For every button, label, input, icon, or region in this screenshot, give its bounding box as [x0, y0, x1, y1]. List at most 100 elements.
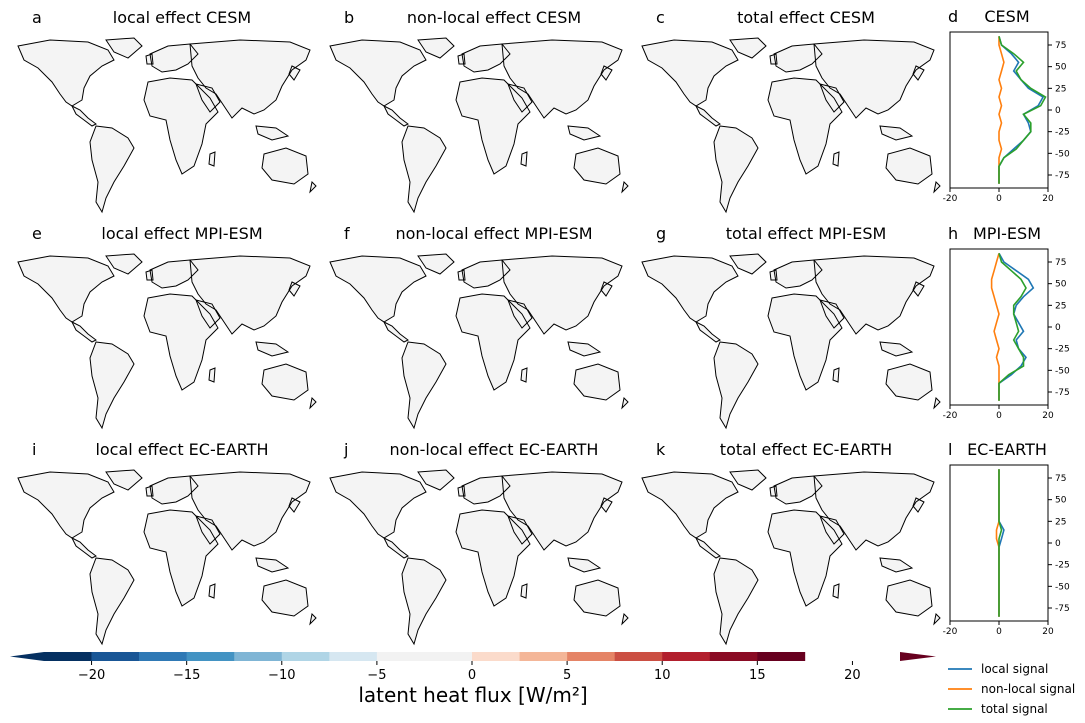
stipple-dot — [39, 255, 41, 257]
stipple-dot — [42, 390, 44, 392]
stipple-dot — [292, 300, 294, 302]
stipple-dot — [219, 179, 221, 181]
stipple-dot — [194, 39, 196, 41]
stipple-dot — [666, 114, 668, 116]
stipple-dot — [232, 380, 234, 382]
stipple-dot — [374, 174, 376, 176]
stipple-dot — [207, 184, 209, 186]
stipple-dot — [584, 184, 586, 186]
stipple-dot — [307, 124, 309, 126]
stipple-dot — [394, 144, 396, 146]
stipple-dot — [401, 395, 403, 397]
stipple-dot — [99, 335, 101, 337]
stipple-dot — [84, 355, 86, 357]
stipple-dot — [526, 179, 528, 181]
stipple-dot — [539, 174, 541, 176]
stipple-dot — [294, 139, 296, 141]
stipple-dot — [18, 340, 19, 342]
stipple-dot — [192, 184, 194, 186]
stipple-dot — [117, 184, 119, 186]
stipple-dot — [653, 39, 655, 41]
stipple-dot — [414, 300, 416, 302]
stipple-dot — [19, 99, 21, 101]
stipple-dot — [102, 44, 104, 46]
stipple-dot — [916, 94, 918, 96]
stipple-dot — [144, 275, 146, 277]
stipple-dot — [94, 119, 96, 121]
stipple-dot — [99, 305, 101, 307]
stipple-dot — [134, 375, 136, 377]
stipple-dot — [114, 315, 116, 317]
stipple-dot — [371, 395, 373, 397]
stipple-dot — [391, 169, 393, 171]
stipple-dot — [12, 400, 13, 401]
stipple-dot — [39, 375, 41, 377]
stipple-dot — [371, 375, 373, 377]
stipple-dot — [376, 129, 378, 131]
stipple-dot — [441, 305, 443, 307]
stipple-dot — [192, 74, 194, 76]
stipple-dot — [379, 360, 381, 362]
stipple-dot — [302, 104, 304, 106]
stipple-dot — [202, 380, 204, 382]
stipple-dot — [733, 49, 735, 51]
stipple-dot — [84, 139, 86, 141]
stipple-dot — [341, 315, 343, 317]
stipple-dot — [569, 370, 571, 372]
stipple-dot — [833, 169, 835, 171]
stipple-dot — [364, 134, 366, 136]
stipple-dot — [566, 139, 568, 141]
stipple-dot — [331, 295, 333, 297]
stipple-dot — [34, 109, 36, 111]
stipple-dot — [371, 345, 373, 347]
stipple-dot — [331, 395, 333, 397]
stipple-dot — [733, 79, 735, 81]
stipple-dot — [18, 290, 19, 292]
stipple-dot — [169, 159, 171, 161]
stipple-dot — [112, 64, 114, 66]
stipple-dot — [454, 360, 456, 362]
stipple-dot — [279, 99, 281, 101]
stipple-dot — [876, 154, 878, 156]
stipple-dot — [846, 124, 848, 126]
stipple-dot — [621, 129, 623, 131]
stipple-dot — [379, 144, 381, 146]
stipple-dot — [439, 390, 441, 392]
stipple-dot — [341, 179, 343, 181]
stipple-dot — [536, 335, 538, 337]
stipple-dot — [341, 149, 343, 151]
stipple-dot — [459, 134, 461, 136]
stipple-dot — [561, 355, 563, 357]
stipple-dot — [307, 134, 309, 136]
stipple-dot — [304, 149, 306, 151]
stipple-dot — [302, 124, 304, 126]
stipple-dot — [606, 39, 608, 41]
stipple-dot — [102, 330, 104, 332]
stipple-dot — [549, 164, 551, 166]
stipple-dot — [881, 124, 883, 126]
stipple-dot — [239, 149, 241, 151]
stipple-dot — [808, 179, 810, 181]
stipple-dot — [566, 345, 568, 347]
stipple-dot — [359, 340, 361, 342]
stipple-dot — [307, 360, 309, 362]
stipple-dot — [579, 144, 581, 146]
stipple-dot — [72, 144, 74, 146]
stipple-dot — [272, 124, 274, 126]
stipple-dot — [49, 305, 51, 307]
stipple-dot — [87, 320, 89, 322]
stipple-dot — [369, 330, 371, 332]
stipple-dot — [224, 149, 226, 151]
stipple-dot — [728, 109, 730, 111]
stipple-dot — [267, 114, 269, 116]
stipple-dot — [474, 144, 476, 146]
stipple-dot — [62, 350, 64, 352]
stipple-dot — [459, 144, 461, 146]
stipple-dot — [876, 164, 878, 166]
stipple-dot — [791, 164, 793, 166]
stipple-dot — [531, 119, 533, 121]
stipple-dot — [369, 124, 371, 126]
stipple-dot — [42, 350, 44, 352]
stipple-dot — [92, 300, 94, 302]
stipple-dot — [436, 179, 438, 181]
